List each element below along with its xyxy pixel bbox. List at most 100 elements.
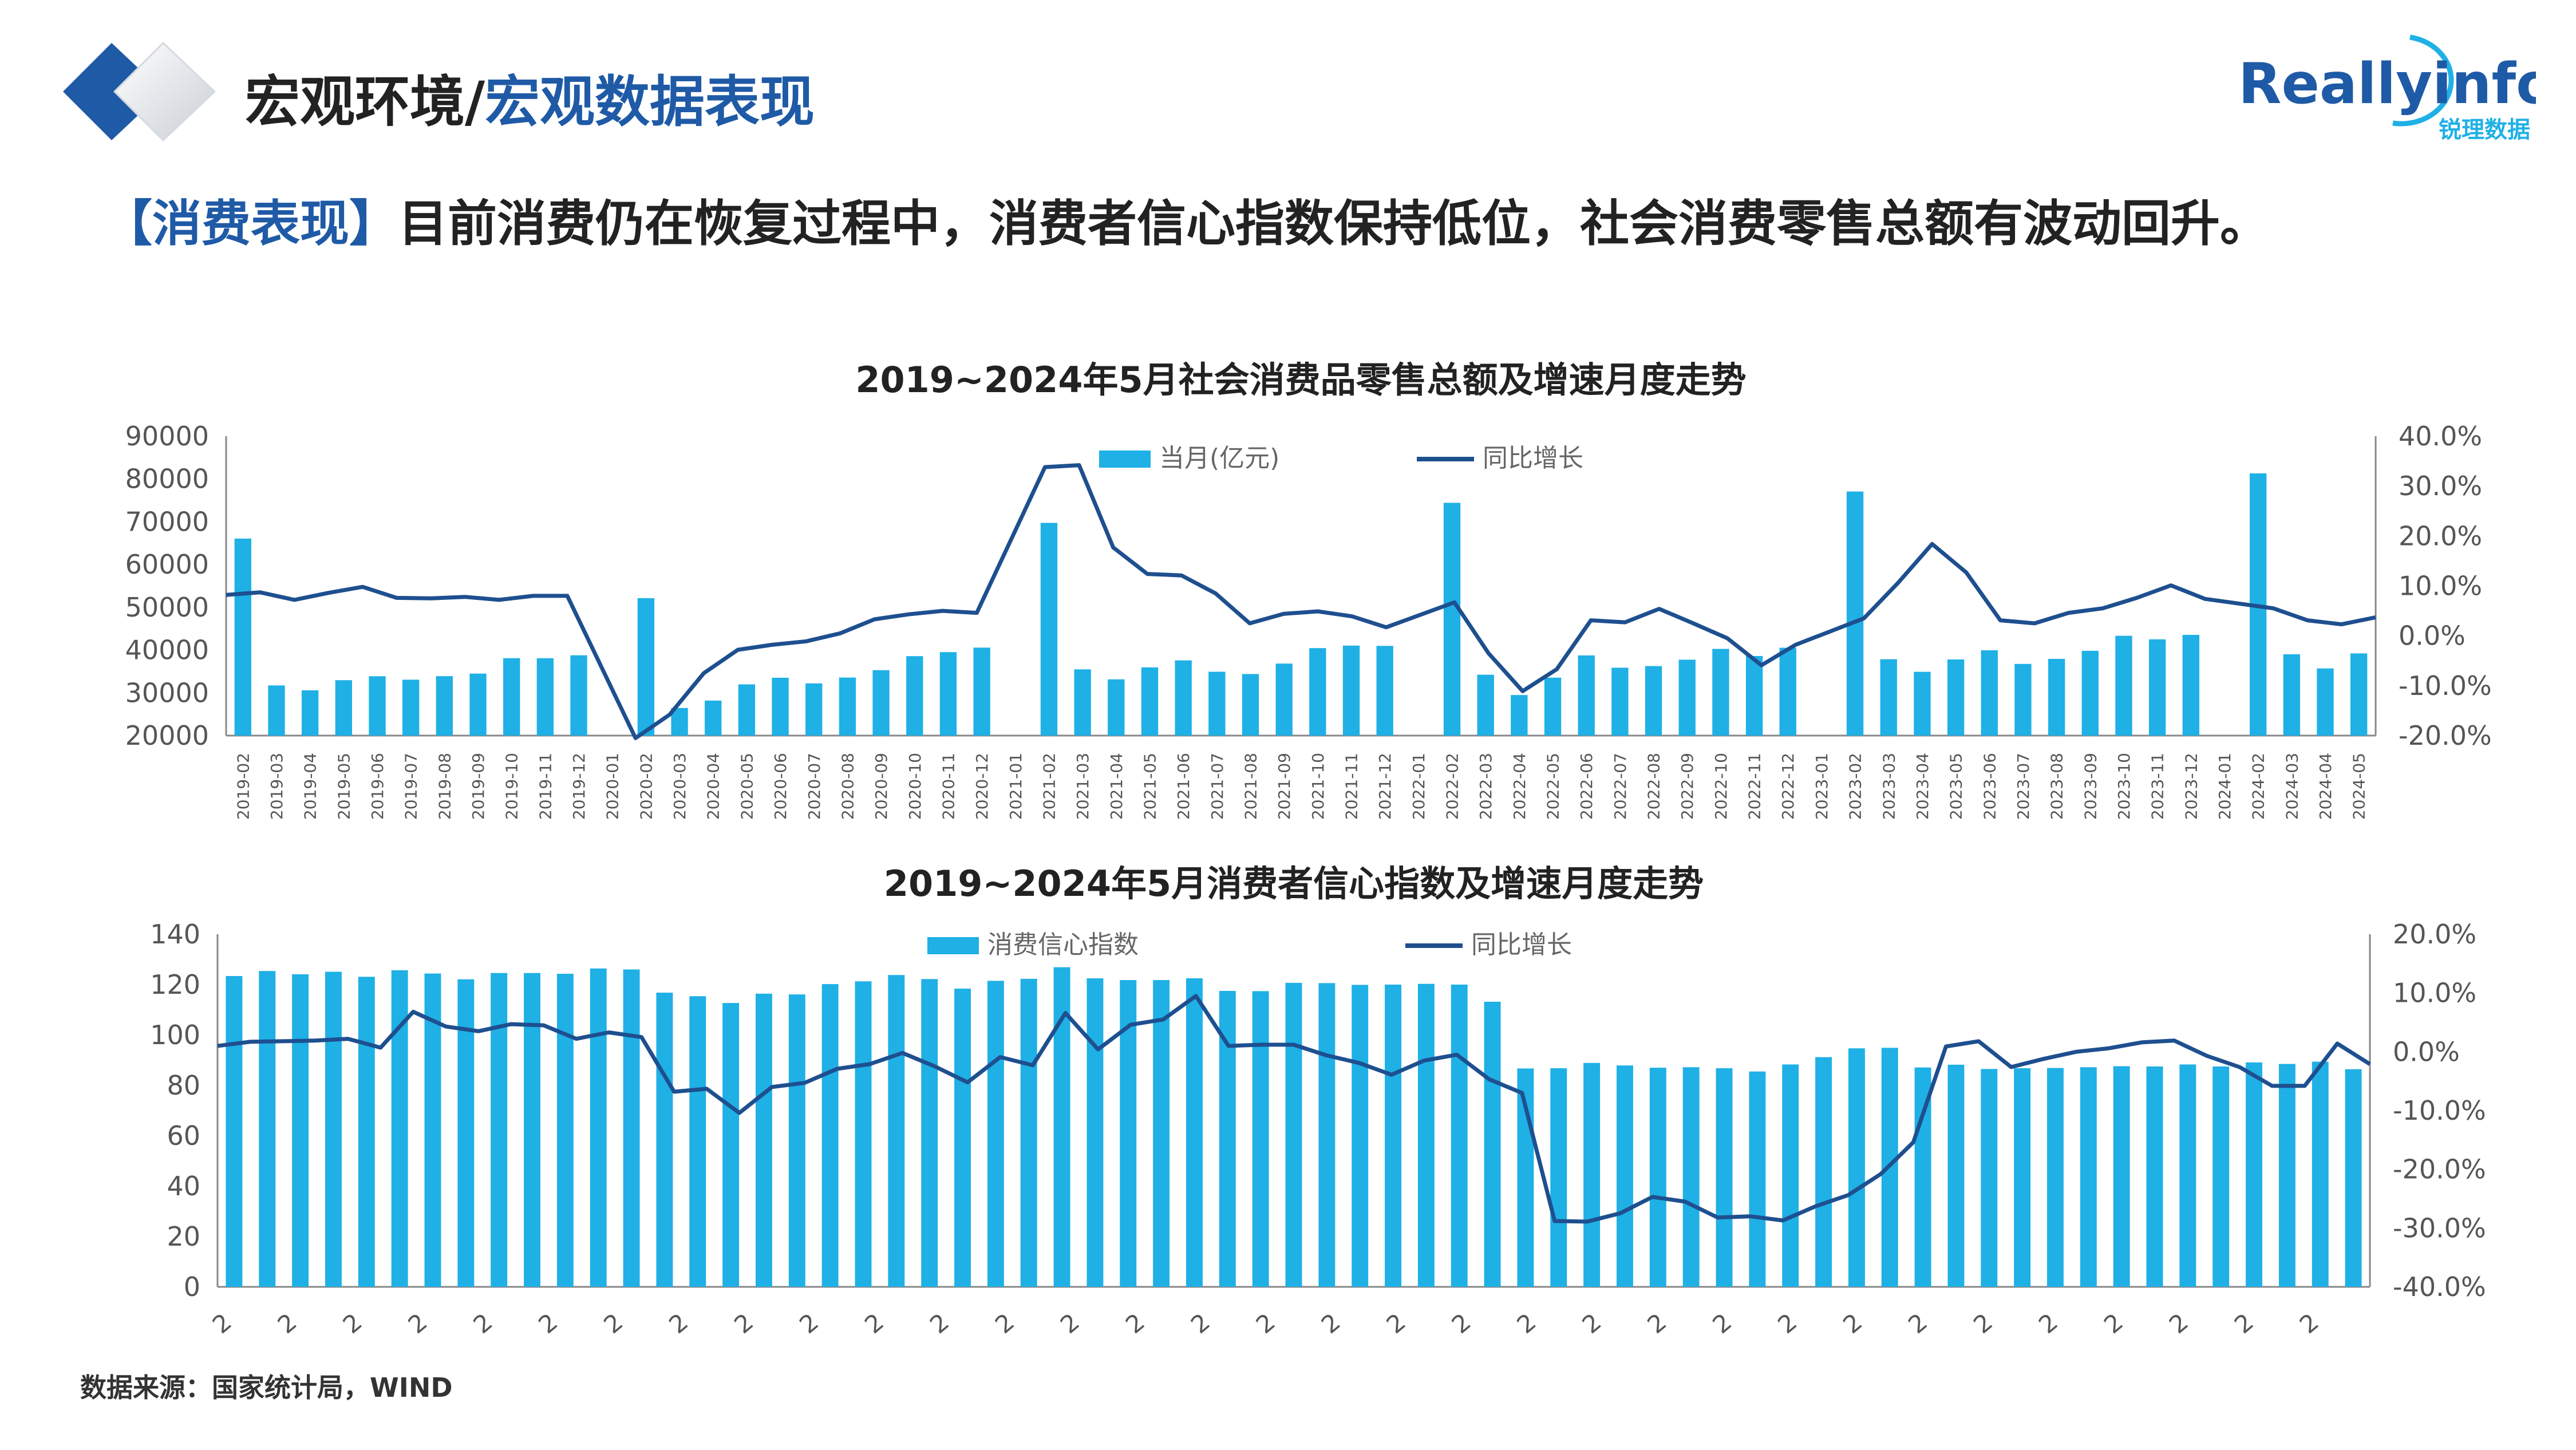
x-tick-label: 2022-06 [1577, 753, 1596, 820]
x-tick-label: 2020-09 [872, 753, 891, 820]
y-right-tick-label: -20.0% [2399, 720, 2492, 751]
x-tick-label: 2019-08 [435, 753, 454, 820]
x-tick-label: 2022-09 [1678, 753, 1697, 820]
page-title-main: 宏观环境/ [245, 70, 485, 134]
bar [872, 670, 890, 736]
legend-label-line: 同比增长 [1471, 930, 1572, 959]
x-tick-label: 2 [1707, 1308, 1737, 1340]
x-tick-label: 2020-06 [771, 753, 790, 820]
x-tick-label: 2023-05 [1947, 753, 1966, 820]
bar [939, 652, 957, 736]
x-tick-label: 2022-02 [1443, 753, 1462, 820]
y-right-tick-label: 30.0% [2399, 471, 2482, 501]
legend-label-bar: 消费信心指数 [987, 930, 1139, 959]
bar [623, 969, 640, 1287]
line-series-yoy [226, 463, 2376, 740]
x-tick-label: 2 [1381, 1308, 1411, 1340]
bar [1649, 1068, 1666, 1287]
x-tick-label: 2020-01 [603, 753, 622, 820]
y-right-tick-label: -10.0% [2393, 1095, 2486, 1126]
bar [2113, 1066, 2130, 1287]
x-tick-label: 2 [990, 1308, 1020, 1340]
bar [570, 655, 587, 736]
bar [2179, 1064, 2196, 1287]
bar [1815, 1057, 1832, 1287]
x-tick-label: 2 [1186, 1308, 1215, 1340]
bar [2283, 654, 2300, 736]
bar [1583, 1062, 1601, 1287]
y-left-tick-label: 50000 [125, 592, 209, 623]
bar [1376, 646, 1393, 736]
bar [302, 690, 319, 736]
bar [2212, 1066, 2230, 1287]
bar [1578, 655, 1595, 736]
x-tick-label: 2021-07 [1208, 753, 1227, 820]
bar [2350, 653, 2368, 736]
x-tick-label: 2 [1055, 1308, 1085, 1340]
bar [1716, 1068, 1733, 1287]
x-tick-label: 2023-10 [2115, 753, 2134, 820]
y-left-tick-label: 20 [167, 1221, 200, 1252]
bar [524, 973, 540, 1287]
bar [1611, 667, 1629, 736]
brand-name: Reallyinfo [2238, 52, 2536, 117]
bar [2081, 650, 2099, 736]
x-tick-label: 2020-08 [838, 753, 857, 820]
bar [1914, 671, 1931, 736]
bar [436, 676, 453, 736]
x-tick-label: 2 [468, 1308, 498, 1340]
brand-subtitle: 锐理数据 [2439, 117, 2530, 143]
y-left-tick-label: 40 [167, 1171, 200, 1202]
x-tick-label: 2021-02 [1040, 753, 1058, 820]
x-tick-label: 2020-12 [973, 753, 991, 820]
x-tick-label: 2 [1772, 1308, 1802, 1340]
x-tick-label: 2019-05 [334, 753, 353, 820]
x-tick-label: 2 [1251, 1308, 1281, 1340]
bar [2278, 1064, 2296, 1287]
bar [2146, 1066, 2163, 1287]
x-tick-label: 2023-08 [2048, 753, 2067, 820]
x-tick-label: 2024-01 [2215, 753, 2234, 820]
y-left-tick-label: 120 [150, 969, 200, 1000]
brand-logo: Reallyinfo 锐理数据 [2238, 23, 2554, 143]
bar [335, 680, 353, 736]
x-tick-label: 2 [2164, 1308, 2194, 1340]
x-tick-label: 2 [272, 1308, 302, 1340]
bar [1947, 1064, 1965, 1287]
bar [1318, 983, 1336, 1287]
x-tick-label: 2021-09 [1275, 753, 1294, 820]
y-right-tick-label: 20.0% [2399, 520, 2482, 551]
bar [855, 981, 872, 1287]
bar [259, 971, 276, 1287]
x-tick-label: 2 [1447, 1308, 1476, 1340]
bar [1175, 660, 1192, 736]
bar [689, 996, 706, 1287]
x-tick-label: 2 [1120, 1308, 1150, 1340]
x-tick-label: 2019-03 [267, 753, 286, 820]
bar [756, 993, 772, 1287]
bar [590, 968, 607, 1287]
bar [503, 658, 520, 736]
bar [1208, 671, 1226, 736]
bar [2317, 668, 2334, 736]
bar [2182, 635, 2199, 736]
x-tick-label: 2019-10 [503, 753, 521, 820]
x-tick-label: 2024-02 [2249, 753, 2268, 820]
bar [973, 647, 990, 736]
bar [954, 989, 971, 1287]
x-tick-label: 2019-04 [301, 753, 320, 820]
bar [1617, 1065, 1633, 1287]
x-tick-label: 2 [1642, 1308, 1672, 1340]
legend-swatch-bar [1099, 451, 1151, 468]
bar [637, 598, 655, 736]
bar [1443, 503, 1461, 736]
bar [1252, 991, 1269, 1287]
x-tick-label: 2023-07 [2014, 753, 2033, 820]
bar [1745, 655, 1763, 736]
x-tick-label: 2023-03 [1879, 753, 1898, 820]
headline-text: 目前消费仍在恢复过程中，消费者信心指数保持低位，社会消费零售总额有波动回升。 [398, 195, 2269, 252]
bar [1242, 674, 1259, 736]
bar [738, 684, 756, 736]
bar [234, 538, 252, 736]
y-right-tick-label: 40.0% [2399, 421, 2482, 452]
